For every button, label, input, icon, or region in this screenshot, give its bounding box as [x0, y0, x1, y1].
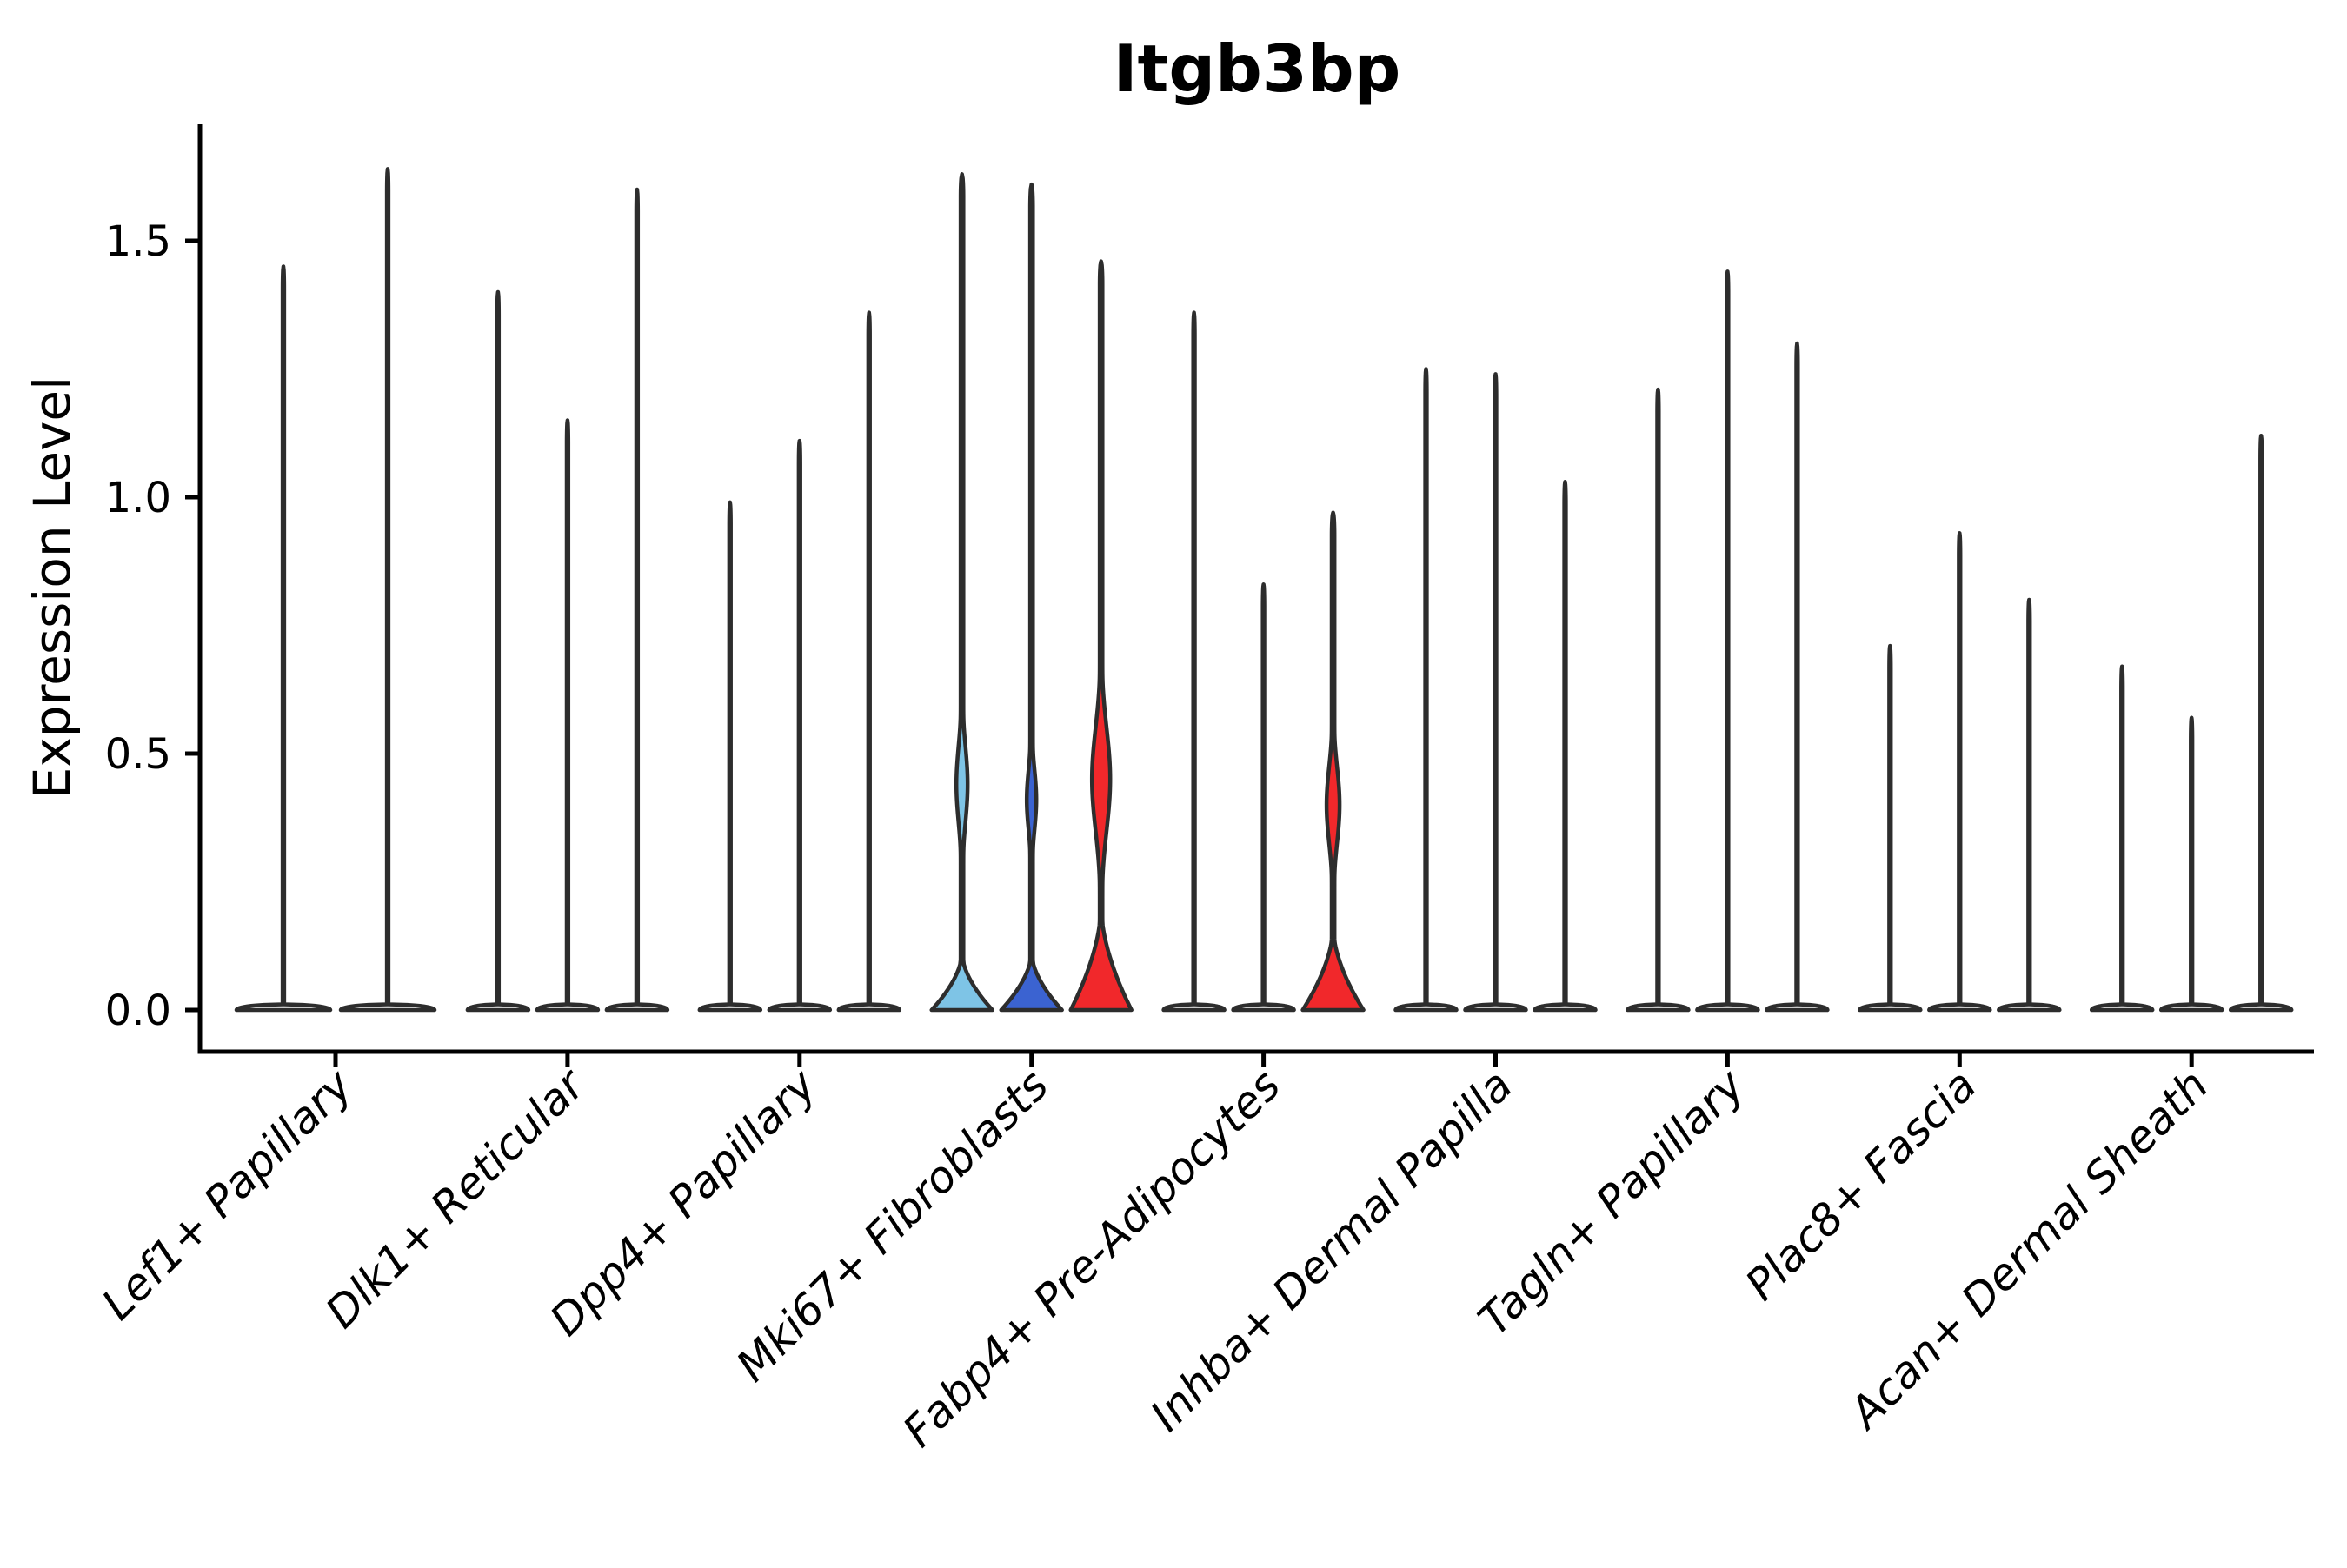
violin-group-9 — [2089, 433, 2294, 1013]
violin-2-2 — [535, 418, 601, 1013]
violin-4-3 — [1068, 259, 1134, 1013]
violin-6-3 — [1533, 480, 1598, 1013]
violin-8-3 — [1997, 597, 2062, 1013]
x-tick-label: Fabp4+ Pre-Adipocytes — [894, 1060, 1291, 1457]
violin-1-1 — [234, 264, 333, 1013]
violin-9-3 — [2228, 433, 2294, 1013]
violin-5-2 — [1231, 582, 1296, 1013]
y-tick-label: 1.0 — [105, 474, 171, 522]
violin-8-2 — [1927, 531, 1992, 1013]
violin-group-1 — [234, 167, 437, 1013]
violin-group-6 — [1393, 367, 1598, 1013]
violin-3-3 — [836, 310, 902, 1013]
violin-group-5 — [1161, 310, 1366, 1013]
y-axis-label: Expression Level — [23, 376, 82, 799]
violin-7-2 — [1695, 269, 1760, 1013]
violin-4-1 — [929, 172, 994, 1013]
violin-5-3 — [1300, 510, 1366, 1013]
violin-6-2 — [1463, 372, 1528, 1013]
violin-5-1 — [1161, 310, 1227, 1013]
violin-1-2 — [338, 167, 437, 1013]
violin-4-2 — [999, 182, 1064, 1013]
violin-9-1 — [2089, 664, 2155, 1013]
violin-6-1 — [1393, 367, 1459, 1013]
violin-group-2 — [465, 187, 670, 1013]
x-tick-label: Lef1+ Papillary — [92, 1059, 362, 1329]
y-tick-label: 0.5 — [105, 730, 171, 779]
violin-3-2 — [767, 438, 833, 1013]
y-tick-label: 1.5 — [105, 217, 171, 266]
violin-group-8 — [1858, 531, 2062, 1013]
violin-8-1 — [1858, 643, 1923, 1013]
y-tick-label: 0.0 — [105, 987, 171, 1035]
violin-9-2 — [2158, 715, 2224, 1013]
violin-7-3 — [1765, 341, 1830, 1013]
violin-7-1 — [1626, 387, 1691, 1013]
violin-2-1 — [465, 289, 531, 1013]
violin-2-3 — [604, 187, 670, 1013]
x-tick-label: Plac8+ Fascia — [1736, 1060, 1986, 1310]
violin-group-4 — [929, 172, 1134, 1013]
violin-group-7 — [1626, 269, 1830, 1013]
violin-group-3 — [697, 310, 902, 1013]
chart-title: Itgb3bp — [1114, 30, 1401, 107]
violin-3-1 — [697, 500, 763, 1013]
